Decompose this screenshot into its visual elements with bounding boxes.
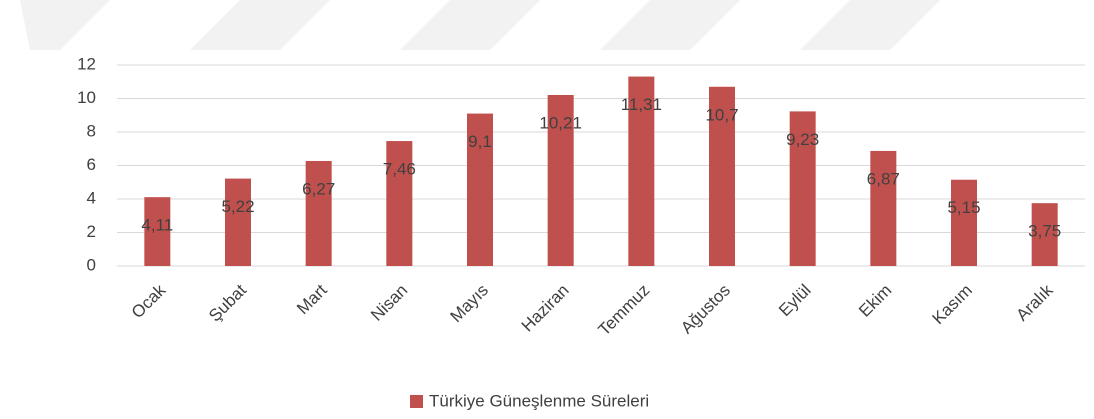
bar <box>951 179 977 266</box>
bar <box>386 141 413 266</box>
bar <box>628 76 655 267</box>
bar <box>547 94 574 266</box>
y-tick-label: 0 <box>87 255 96 274</box>
x-tick-label: Temmuz <box>594 281 653 340</box>
data-label: 7,46 <box>383 160 416 179</box>
x-tick-label: Mayıs <box>447 281 492 326</box>
data-label: 5,22 <box>221 197 254 216</box>
legend-swatch <box>410 395 423 408</box>
watermark <box>20 0 940 50</box>
bar <box>225 178 251 266</box>
y-tick-label: 10 <box>77 88 96 107</box>
y-tick-label: 8 <box>87 121 96 140</box>
data-label: 5,15 <box>947 198 980 217</box>
legend-label: Türkiye Güneşlenme Süreleri <box>429 391 649 410</box>
x-tick-label: Ekim <box>855 281 895 321</box>
x-tick-label: Ocak <box>128 280 170 322</box>
x-tick-label: Şubat <box>205 280 250 325</box>
x-tick-label: Haziran <box>518 281 573 336</box>
y-tick-label: 2 <box>87 222 96 241</box>
x-tick-label: Kasım <box>928 281 976 329</box>
data-label: 10,21 <box>539 113 582 132</box>
data-label: 9,23 <box>786 130 819 149</box>
data-label: 6,27 <box>302 179 335 198</box>
data-label: 10,7 <box>705 105 738 124</box>
data-label: 9,1 <box>468 132 492 151</box>
bar <box>870 150 897 266</box>
data-label: 3,75 <box>1028 222 1061 241</box>
x-tick-label: Eylül <box>775 281 814 320</box>
data-label: 6,87 <box>867 169 900 188</box>
x-tick-label: Ağustos <box>677 281 734 338</box>
y-tick-label: 6 <box>87 155 96 174</box>
bar <box>1031 203 1058 266</box>
data-label: 11,31 <box>621 95 662 114</box>
bar <box>467 113 493 266</box>
x-tick-label: Aralık <box>1012 280 1057 325</box>
bar <box>709 86 735 267</box>
bar <box>305 160 332 266</box>
y-tick-label: 12 <box>77 54 96 73</box>
x-tick-label: Mart <box>293 280 331 318</box>
y-tick-label: 4 <box>87 188 96 207</box>
bar <box>144 197 171 266</box>
bar <box>789 111 816 267</box>
x-tick-label: Nisan <box>367 281 411 325</box>
data-label: 4,11 <box>141 216 173 235</box>
